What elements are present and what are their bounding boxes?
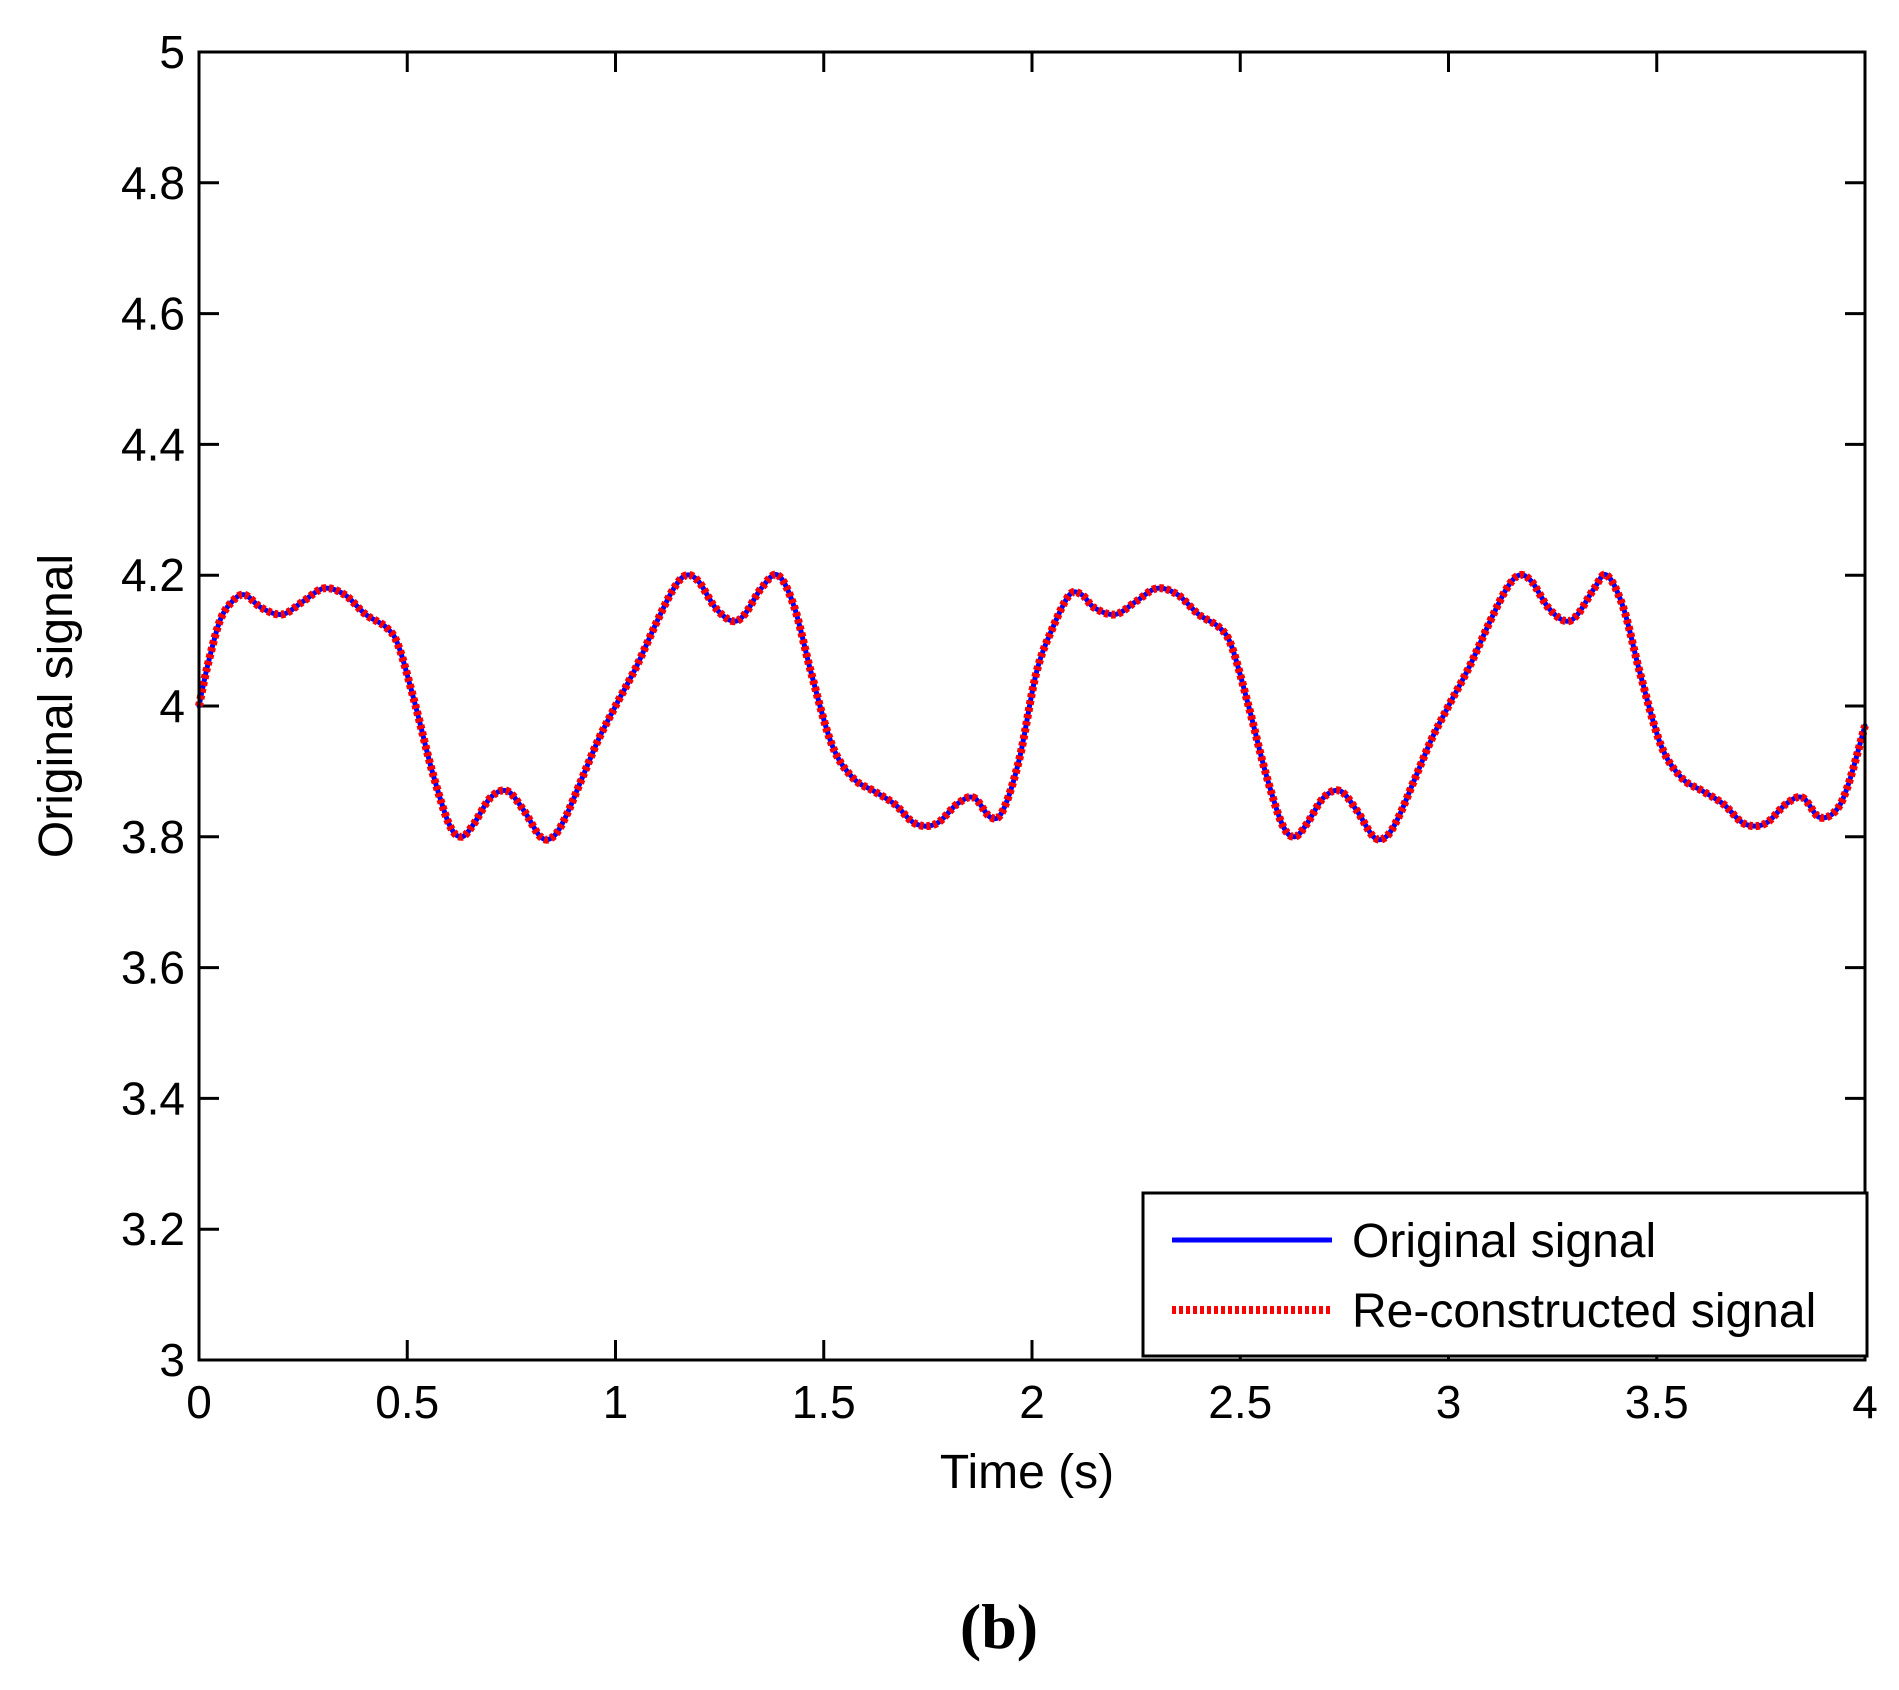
y-tick-label: 3.8	[121, 811, 185, 863]
y-tick-label: 4.8	[121, 157, 185, 209]
y-tick-label: 5	[159, 26, 185, 78]
x-tick-label: 0.5	[375, 1376, 439, 1428]
y-tick-label: 4.6	[121, 288, 185, 340]
y-tick-labels: 3 3.2 3.4 3.6 3.8 4 4.2 4.4 4.6 4.8 5	[121, 26, 185, 1386]
series-layer	[195, 570, 1869, 844]
legend-box	[1141, 1191, 1869, 1358]
x-tick-label: 3	[1436, 1376, 1462, 1428]
x-tick-label: 1.5	[792, 1376, 856, 1428]
x-tick-label: 2	[1019, 1376, 1045, 1428]
x-tick-label: 4	[1852, 1376, 1878, 1428]
y-tick-label: 3.6	[121, 942, 185, 994]
x-tick-labels: 0 0.5 1 1.5 2 2.5 3 3.5 4	[186, 1376, 1878, 1428]
x-tick-label: 2.5	[1208, 1376, 1272, 1428]
panel-label: (b)	[960, 1591, 1038, 1662]
series-line-re-constructed-signal	[195, 570, 1869, 844]
y-tick-label: 4	[159, 680, 185, 732]
legend-label-re-constructed-signal: Re-constructed signal	[1352, 1285, 1816, 1338]
y-tick-label: 4.2	[121, 549, 185, 601]
legend-label-original-signal: Original signal	[1352, 1215, 1656, 1268]
y-axis-label: Original signal	[30, 554, 83, 858]
plot-frame	[197, 50, 1867, 1362]
x-tick-label: 3.5	[1625, 1376, 1689, 1428]
y-tick-label: 3.4	[121, 1072, 185, 1124]
x-tick-label: 1	[603, 1376, 629, 1428]
y-tick-label: 3.2	[121, 1203, 185, 1255]
y-tick-label: 3	[159, 1334, 185, 1386]
legend: Original signal Re-constructed signal	[1141, 1191, 1869, 1358]
x-tick-label: 0	[186, 1376, 212, 1428]
y-tick-label: 4.4	[121, 418, 185, 470]
x-axis-label: Time (s)	[940, 1446, 1114, 1499]
